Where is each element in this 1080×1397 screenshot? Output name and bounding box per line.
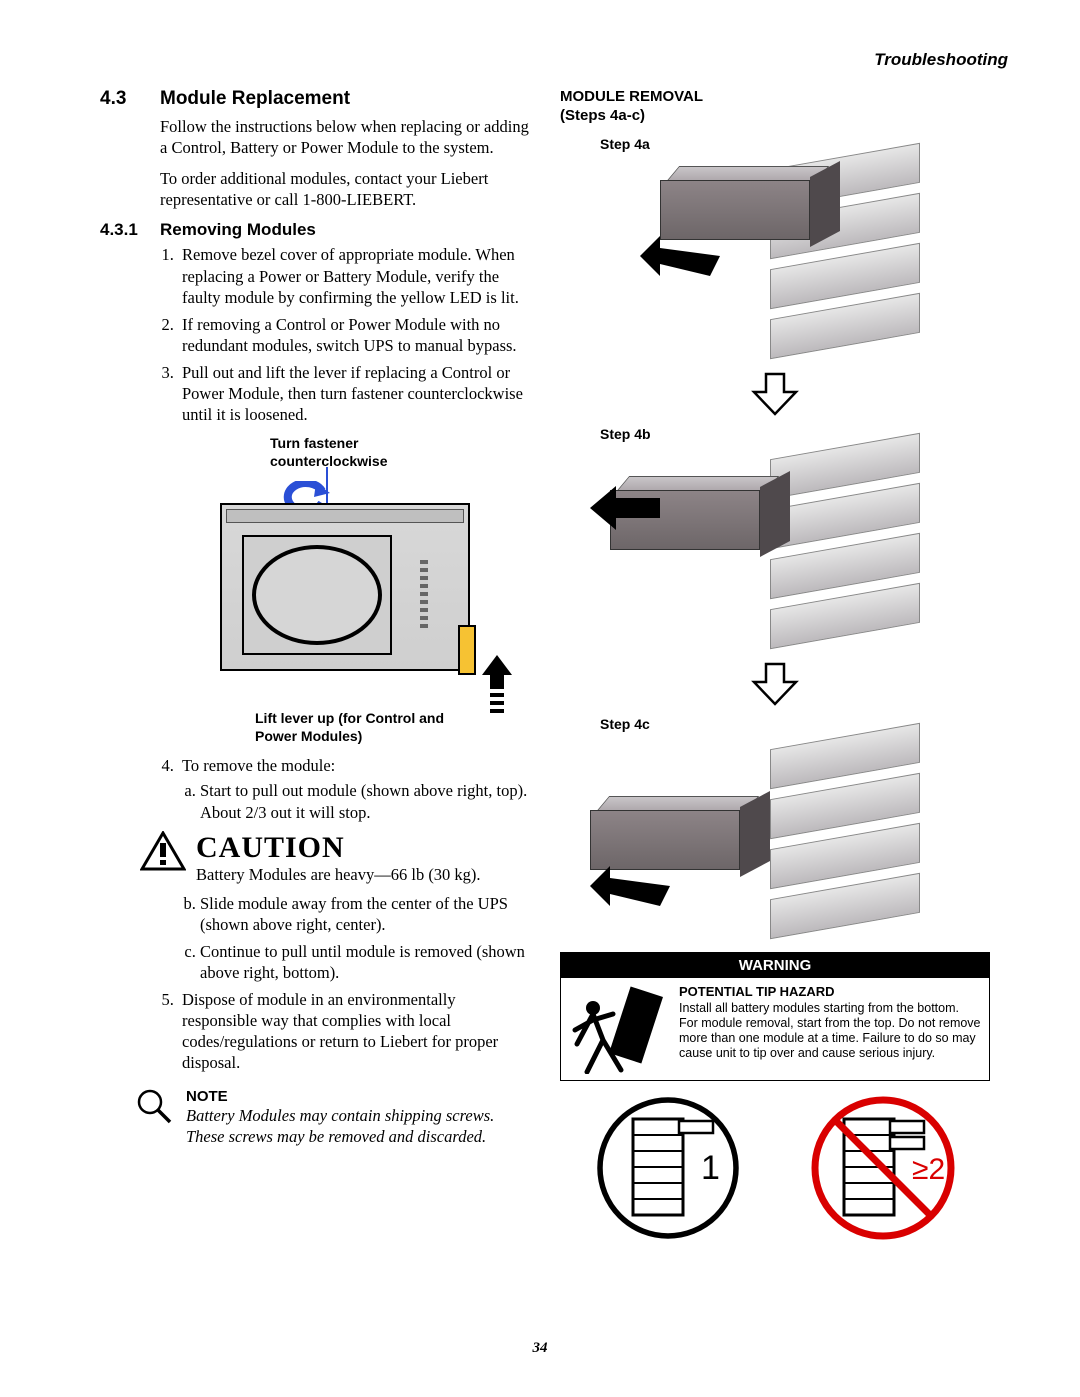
lift-arrow-icon (482, 655, 512, 715)
section-heading: 4.3 Module Replacement (100, 88, 530, 110)
step-4b: Slide module away from the center of the… (200, 893, 530, 935)
step-4-cont: Slide module away from the center of the… (178, 893, 530, 983)
figure-step-4c (600, 736, 920, 946)
note-callout: NOTE Battery Modules may contain shippin… (136, 1088, 530, 1147)
two-modules-forbidden-icon: ≥2 (808, 1093, 958, 1243)
down-arrow-icon (750, 372, 800, 416)
subsection-number: 4.3.1 (100, 220, 160, 240)
fig1-caption-top: Turn fastener counterclockwise (270, 435, 430, 470)
one-module-ok-icon: 1 (593, 1093, 743, 1243)
page-header-section: Troubleshooting (874, 50, 1008, 70)
tip-hazard-icon (569, 984, 669, 1074)
label-step-4b: Step 4b (600, 426, 990, 442)
caution-heading: CAUTION (196, 831, 481, 865)
warning-body: POTENTIAL TIP HAZARD Install all battery… (561, 978, 989, 1080)
gte2-label: ≥2 (912, 1153, 945, 1186)
subsection-heading: 4.3.1 Removing Modules (100, 220, 530, 240)
figure-fastener: Turn fastener counterclockwise Lift leve… (200, 435, 500, 745)
steps-list-cont2: Slide module away from the center of the… (178, 893, 530, 983)
caution-callout: CAUTION Battery Modules are heavy—66 lb … (140, 831, 530, 885)
steps-list-5: Dispose of module in an environmentally … (178, 989, 530, 1073)
label-step-4c: Step 4c (600, 716, 990, 732)
left-column: 4.3 Module Replacement Follow the instru… (100, 88, 530, 1243)
section-number: 4.3 (100, 88, 160, 110)
figure-step-4b (600, 446, 920, 656)
module-removal-heading: MODULE REMOVAL (Steps 4a-c) (560, 88, 990, 126)
section-title: Module Replacement (160, 88, 350, 110)
remove-arrow-icon (590, 866, 670, 916)
step-4-sublist-cont: Slide module away from the center of the… (200, 893, 530, 983)
steps-list: Remove bezel cover of appropriate module… (178, 244, 530, 425)
magnifier-icon (136, 1088, 172, 1124)
step-4-sublist: Start to pull out module (shown above ri… (200, 780, 530, 822)
fig1-caption-bottom: Lift lever up (for Control and Power Mod… (255, 710, 485, 745)
subsection-title: Removing Modules (160, 220, 316, 240)
warning-box: WARNING POTENTIAL TIP HAZARD Install all… (560, 952, 990, 1081)
warning-text-block: POTENTIAL TIP HAZARD Install all battery… (679, 984, 981, 1074)
warning-header: WARNING (561, 953, 989, 978)
step-4-text: To remove the module: (182, 756, 335, 775)
page-number: 34 (533, 1340, 548, 1357)
step-1: Remove bezel cover of appropriate module… (178, 244, 530, 307)
step-4c: Continue to pull until module is removed… (200, 941, 530, 983)
bottom-icon-row: 1 ≥2 (560, 1093, 990, 1243)
figure-step-4a (600, 156, 920, 366)
steps-list-cont: To remove the module: Start to pull out … (178, 755, 530, 822)
step-2: If removing a Control or Power Module wi… (178, 314, 530, 356)
warning-text: Install all battery modules starting fro… (679, 1001, 981, 1061)
slide-arrow-icon (590, 486, 660, 530)
caution-text-block: CAUTION Battery Modules are heavy—66 lb … (196, 831, 481, 885)
down-arrow-icon (750, 662, 800, 706)
two-column-layout: 4.3 Module Replacement Follow the instru… (100, 88, 1010, 1243)
step-3: Pull out and lift the lever if replacing… (178, 362, 530, 425)
one-label: 1 (701, 1149, 720, 1187)
right-column: MODULE REMOVAL (Steps 4a-c) Step 4a Step… (560, 88, 990, 1243)
removal-hd-l1: MODULE REMOVAL (560, 88, 703, 105)
pull-arrow-icon (640, 236, 720, 286)
module-front-illustration (220, 503, 470, 671)
intro-p2: To order additional modules, contact you… (160, 168, 530, 210)
step-5: Dispose of module in an environmentally … (178, 989, 530, 1073)
lever-icon (458, 625, 476, 675)
note-body: Battery Modules may contain shipping scr… (186, 1105, 526, 1147)
caution-body: Battery Modules are heavy—66 lb (30 kg). (196, 865, 481, 885)
note-text-block: NOTE Battery Modules may contain shippin… (186, 1088, 526, 1147)
step-4: To remove the module: Start to pull out … (178, 755, 530, 822)
removal-hd-l2: (Steps 4a-c) (560, 107, 645, 124)
note-heading: NOTE (186, 1088, 526, 1105)
warning-subheading: POTENTIAL TIP HAZARD (679, 984, 981, 999)
label-step-4a: Step 4a (600, 136, 990, 152)
step-4a: Start to pull out module (shown above ri… (200, 780, 530, 822)
caution-triangle-icon (140, 831, 186, 871)
intro-p1: Follow the instructions below when repla… (160, 116, 530, 158)
